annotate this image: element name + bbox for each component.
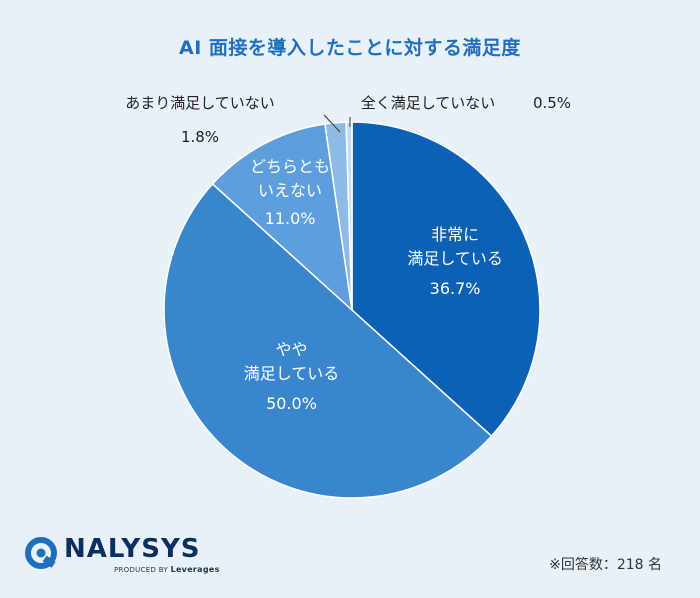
slice-label: 満足している: [407, 249, 503, 268]
leader-line: [323, 114, 341, 133]
slice-value-label: 50.0%: [266, 394, 317, 413]
logo-subtitle: PRODUCED BY Leverages: [114, 565, 220, 574]
slice-value-label: 0.5%: [533, 94, 571, 112]
slice-value-label: 36.7%: [430, 279, 481, 298]
pie-slice: [351, 121, 541, 438]
slice-label: 満足している: [244, 364, 340, 383]
slice-label: いえない: [258, 181, 322, 200]
slice-label: やや: [275, 340, 307, 359]
logo-mark-icon: [25, 537, 57, 569]
slice-label: 全く満足していない: [361, 94, 496, 112]
slice-value-label: 11.0%: [265, 209, 316, 228]
slice-label: あまり満足していない: [125, 94, 275, 112]
pie-slice: [345, 121, 353, 311]
chart-title: AI 面接を導入したことに対する満足度: [179, 37, 521, 59]
logo-name: NALYSYS: [64, 534, 201, 564]
slice-label: 非常に: [431, 225, 479, 244]
pie-slice: [211, 123, 354, 312]
pie-slice: [163, 182, 493, 499]
slice-value-label: 1.8%: [181, 128, 219, 146]
slice-label: どちらとも: [250, 157, 330, 176]
respondent-count-note: ※回答数：218 名: [549, 557, 662, 573]
nalysys-logo: NALYSYS PRODUCED BY Leverages: [24, 530, 219, 578]
